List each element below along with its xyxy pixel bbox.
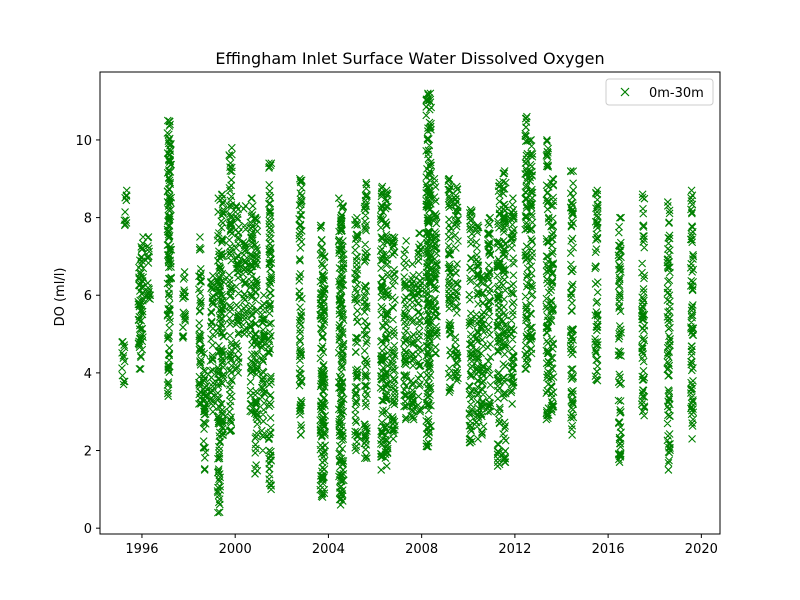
x-tick-label: 2012 — [498, 542, 531, 557]
legend-marker — [620, 87, 630, 97]
data-point-group — [257, 291, 269, 455]
data-point-group — [430, 174, 441, 358]
x-tick-label: 2020 — [685, 542, 718, 557]
data-point-group — [637, 190, 649, 420]
y-tick-label: 0 — [84, 522, 92, 537]
data-point-group — [250, 213, 262, 478]
data-point-group — [388, 233, 399, 443]
y-tick-label: 6 — [84, 289, 92, 304]
data-point-group — [264, 159, 276, 494]
x-tick-label: 2000 — [219, 542, 252, 557]
y-tick-label: 4 — [84, 367, 92, 382]
x-tick-label: 2008 — [405, 542, 438, 557]
data-point-group — [239, 202, 250, 338]
data-point-group — [686, 186, 698, 443]
y-axis-label: DO (ml/l) — [53, 268, 68, 327]
data-point-group — [465, 205, 476, 447]
data-point-group — [566, 167, 578, 439]
plot-frame — [99, 71, 721, 535]
data-point-group — [493, 178, 504, 470]
data-point-group — [337, 202, 348, 505]
data-point-group — [525, 136, 537, 358]
legend: 0m-30m — [605, 78, 714, 106]
data-point-group — [499, 167, 510, 467]
y-tick-label: 2 — [84, 445, 92, 460]
data-point-group — [136, 233, 148, 354]
x-tick-label: 2004 — [312, 542, 345, 557]
data-point-group — [546, 174, 558, 416]
data-point-group — [118, 337, 129, 389]
chart-title: Effingham Inlet Surface Water Dissolved … — [215, 49, 604, 68]
legend-box — [605, 78, 714, 106]
data-point-group — [164, 139, 176, 315]
y-tick-label: 8 — [84, 212, 92, 227]
data-point-group — [143, 233, 155, 304]
data-point-group — [591, 186, 602, 385]
data-point-group — [451, 182, 462, 385]
data-point-group — [472, 221, 483, 443]
data-point-group — [663, 198, 674, 474]
data-point-group — [507, 194, 518, 408]
data-point-group — [178, 268, 190, 342]
data-point-group — [199, 349, 211, 474]
data-point-group — [444, 174, 455, 397]
data-point-group — [484, 213, 495, 416]
data-point-group — [295, 174, 306, 439]
axes: 1996 2000 2004 2008 2012 2016 2020 0 2 4 6 8 10 — [75, 71, 721, 557]
data-point-group — [414, 229, 425, 416]
legend-label: 0m-30m — [649, 86, 704, 101]
data-points — [118, 89, 698, 517]
data-point-group — [407, 260, 418, 424]
data-point-group — [424, 89, 436, 447]
data-point-group — [194, 233, 206, 408]
data-point-group — [232, 202, 243, 377]
x-tick-label: 1996 — [125, 542, 158, 557]
data-point-group — [246, 194, 257, 416]
x-tick-label: 2016 — [592, 542, 625, 557]
data-point-group — [400, 236, 411, 424]
data-point-group — [206, 271, 217, 416]
data-point-group — [381, 186, 392, 470]
data-point-group — [614, 213, 626, 467]
y-tick-label: 10 — [75, 134, 92, 149]
data-point-group — [477, 271, 488, 439]
data-point-group — [120, 186, 131, 230]
data-point-group — [351, 213, 362, 455]
data-point-group — [318, 252, 330, 498]
data-point-group — [360, 178, 371, 463]
data-point-group — [217, 190, 228, 439]
data-point-group — [225, 143, 236, 436]
